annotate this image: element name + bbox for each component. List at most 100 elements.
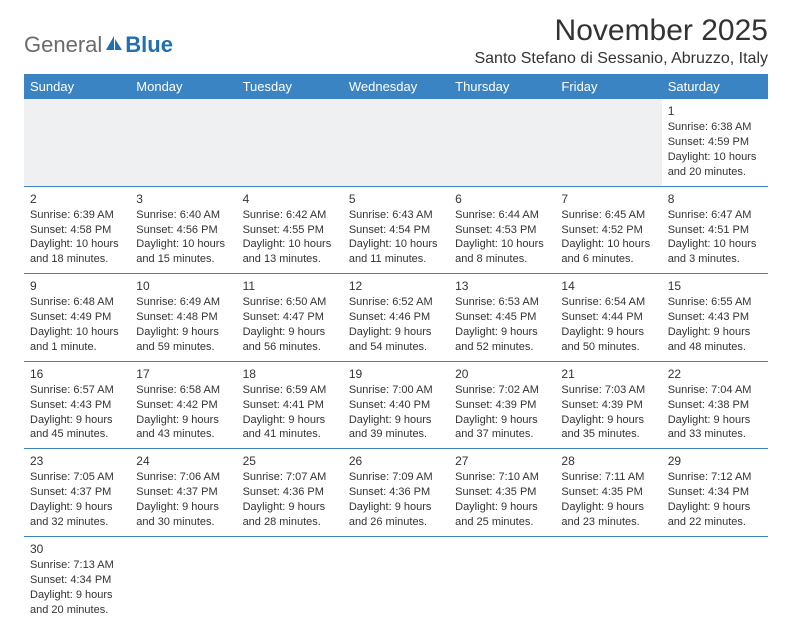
calendar-cell: 22Sunrise: 7:04 AMSunset: 4:38 PMDayligh… xyxy=(662,361,768,449)
calendar-cell xyxy=(237,536,343,623)
day-header: Wednesday xyxy=(343,74,449,99)
calendar-cell: 1Sunrise: 6:38 AMSunset: 4:59 PMDaylight… xyxy=(662,99,768,186)
calendar-cell: 9Sunrise: 6:48 AMSunset: 4:49 PMDaylight… xyxy=(24,274,130,362)
calendar-week-row: 1Sunrise: 6:38 AMSunset: 4:59 PMDaylight… xyxy=(24,99,768,186)
sunset-text: Sunset: 4:37 PM xyxy=(136,485,230,500)
sunset-text: Sunset: 4:54 PM xyxy=(349,223,443,238)
daylight1-text: Daylight: 9 hours xyxy=(30,413,124,428)
sunset-text: Sunset: 4:44 PM xyxy=(561,310,655,325)
daylight2-text: and 25 minutes. xyxy=(455,515,549,530)
sunrise-text: Sunrise: 7:05 AM xyxy=(30,470,124,485)
day-number: 2 xyxy=(30,191,124,207)
sunset-text: Sunset: 4:35 PM xyxy=(455,485,549,500)
calendar-cell xyxy=(449,99,555,186)
sunrise-text: Sunrise: 7:07 AM xyxy=(243,470,337,485)
title-block: November 2025 Santo Stefano di Sessanio,… xyxy=(474,14,768,68)
calendar-cell: 13Sunrise: 6:53 AMSunset: 4:45 PMDayligh… xyxy=(449,274,555,362)
daylight1-text: Daylight: 9 hours xyxy=(668,413,762,428)
daylight1-text: Daylight: 9 hours xyxy=(561,325,655,340)
calendar-cell xyxy=(237,99,343,186)
sunset-text: Sunset: 4:41 PM xyxy=(243,398,337,413)
day-number: 16 xyxy=(30,366,124,382)
day-number: 27 xyxy=(455,453,549,469)
calendar-week-row: 16Sunrise: 6:57 AMSunset: 4:43 PMDayligh… xyxy=(24,361,768,449)
daylight2-text: and 33 minutes. xyxy=(668,427,762,442)
daylight2-text: and 39 minutes. xyxy=(349,427,443,442)
daylight2-text: and 43 minutes. xyxy=(136,427,230,442)
calendar-table: Sunday Monday Tuesday Wednesday Thursday… xyxy=(24,74,768,623)
day-header: Monday xyxy=(130,74,236,99)
day-number: 20 xyxy=(455,366,549,382)
day-number: 13 xyxy=(455,278,549,294)
daylight2-text: and 50 minutes. xyxy=(561,340,655,355)
calendar-cell: 12Sunrise: 6:52 AMSunset: 4:46 PMDayligh… xyxy=(343,274,449,362)
daylight1-text: Daylight: 9 hours xyxy=(136,500,230,515)
sunset-text: Sunset: 4:46 PM xyxy=(349,310,443,325)
calendar-cell: 30Sunrise: 7:13 AMSunset: 4:34 PMDayligh… xyxy=(24,536,130,623)
sunset-text: Sunset: 4:34 PM xyxy=(668,485,762,500)
calendar-page: GeneralBlue November 2025 Santo Stefano … xyxy=(0,0,792,637)
location-subtitle: Santo Stefano di Sessanio, Abruzzo, Ital… xyxy=(474,50,768,68)
calendar-cell xyxy=(130,99,236,186)
logo: GeneralBlue xyxy=(24,32,173,58)
calendar-cell: 23Sunrise: 7:05 AMSunset: 4:37 PMDayligh… xyxy=(24,449,130,537)
calendar-cell xyxy=(555,99,661,186)
calendar-cell: 6Sunrise: 6:44 AMSunset: 4:53 PMDaylight… xyxy=(449,186,555,274)
calendar-cell xyxy=(24,99,130,186)
calendar-cell xyxy=(343,99,449,186)
sunrise-text: Sunrise: 7:04 AM xyxy=(668,383,762,398)
sunrise-text: Sunrise: 6:45 AM xyxy=(561,208,655,223)
sunset-text: Sunset: 4:55 PM xyxy=(243,223,337,238)
sunset-text: Sunset: 4:52 PM xyxy=(561,223,655,238)
sunrise-text: Sunrise: 6:40 AM xyxy=(136,208,230,223)
day-number: 14 xyxy=(561,278,655,294)
calendar-cell: 2Sunrise: 6:39 AMSunset: 4:58 PMDaylight… xyxy=(24,186,130,274)
calendar-cell xyxy=(555,536,661,623)
daylight2-text: and 18 minutes. xyxy=(30,252,124,267)
daylight2-text: and 48 minutes. xyxy=(668,340,762,355)
calendar-cell: 25Sunrise: 7:07 AMSunset: 4:36 PMDayligh… xyxy=(237,449,343,537)
day-number: 1 xyxy=(668,103,762,119)
day-number: 5 xyxy=(349,191,443,207)
daylight2-text: and 45 minutes. xyxy=(30,427,124,442)
calendar-cell: 7Sunrise: 6:45 AMSunset: 4:52 PMDaylight… xyxy=(555,186,661,274)
sunrise-text: Sunrise: 6:55 AM xyxy=(668,295,762,310)
daylight2-text: and 41 minutes. xyxy=(243,427,337,442)
sunrise-text: Sunrise: 7:11 AM xyxy=(561,470,655,485)
day-number: 17 xyxy=(136,366,230,382)
sunset-text: Sunset: 4:40 PM xyxy=(349,398,443,413)
calendar-cell xyxy=(662,536,768,623)
day-header: Tuesday xyxy=(237,74,343,99)
daylight1-text: Daylight: 9 hours xyxy=(136,325,230,340)
sunrise-text: Sunrise: 7:09 AM xyxy=(349,470,443,485)
day-number: 11 xyxy=(243,278,337,294)
daylight1-text: Daylight: 9 hours xyxy=(349,413,443,428)
daylight1-text: Daylight: 9 hours xyxy=(455,413,549,428)
daylight1-text: Daylight: 9 hours xyxy=(243,325,337,340)
calendar-cell: 10Sunrise: 6:49 AMSunset: 4:48 PMDayligh… xyxy=(130,274,236,362)
sunrise-text: Sunrise: 7:10 AM xyxy=(455,470,549,485)
daylight1-text: Daylight: 9 hours xyxy=(455,500,549,515)
daylight1-text: Daylight: 9 hours xyxy=(136,413,230,428)
daylight2-text: and 1 minute. xyxy=(30,340,124,355)
daylight1-text: Daylight: 10 hours xyxy=(668,237,762,252)
calendar-body: 1Sunrise: 6:38 AMSunset: 4:59 PMDaylight… xyxy=(24,99,768,623)
day-number: 26 xyxy=(349,453,443,469)
sunrise-text: Sunrise: 6:43 AM xyxy=(349,208,443,223)
sunset-text: Sunset: 4:58 PM xyxy=(30,223,124,238)
day-number: 4 xyxy=(243,191,337,207)
daylight2-text: and 54 minutes. xyxy=(349,340,443,355)
day-number: 15 xyxy=(668,278,762,294)
day-number: 25 xyxy=(243,453,337,469)
day-number: 8 xyxy=(668,191,762,207)
daylight2-text: and 37 minutes. xyxy=(455,427,549,442)
daylight1-text: Daylight: 10 hours xyxy=(455,237,549,252)
calendar-cell: 5Sunrise: 6:43 AMSunset: 4:54 PMDaylight… xyxy=(343,186,449,274)
daylight2-text: and 23 minutes. xyxy=(561,515,655,530)
page-header: GeneralBlue November 2025 Santo Stefano … xyxy=(24,14,768,68)
calendar-cell: 29Sunrise: 7:12 AMSunset: 4:34 PMDayligh… xyxy=(662,449,768,537)
daylight2-text: and 28 minutes. xyxy=(243,515,337,530)
daylight2-text: and 3 minutes. xyxy=(668,252,762,267)
daylight2-text: and 56 minutes. xyxy=(243,340,337,355)
day-number: 29 xyxy=(668,453,762,469)
